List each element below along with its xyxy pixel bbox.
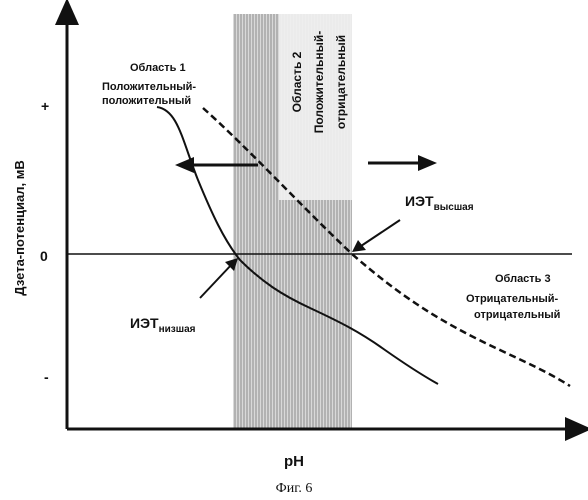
iep-high-pointer	[358, 220, 400, 248]
iep-high-label: ИЭТвысшая	[405, 193, 474, 213]
figure-caption: Фиг. 6	[276, 481, 313, 496]
iep-low-main: ИЭТ	[130, 315, 159, 331]
region-2-title: Область 2	[290, 51, 304, 112]
region-3-line1: Отрицательный-	[466, 293, 558, 305]
iep-low-pointer	[200, 263, 233, 298]
region-3-title: Область 3	[495, 273, 551, 285]
iep-low-sub: низшая	[159, 324, 196, 335]
y-zero-label: 0	[40, 248, 48, 264]
y-minus-label: -	[44, 369, 49, 385]
region-2-line1: Положительный-	[312, 31, 326, 134]
region-1-line2: положительный	[102, 95, 191, 107]
left-arrow-icon	[175, 157, 194, 173]
region-1-line1: Положительный-	[102, 81, 196, 93]
region-3-line2: отрицательный	[474, 309, 560, 321]
iep-low-label: ИЭТнизшая	[130, 315, 196, 335]
y-plus-label: +	[41, 98, 49, 114]
iep-high-main: ИЭТ	[405, 193, 434, 209]
iep-high-arrowhead-icon	[352, 240, 366, 252]
region-1-title: Область 1	[130, 62, 186, 74]
region-2-line2: отрицательный	[334, 35, 348, 129]
y-axis-label: Дзета-потенциал, мВ	[12, 160, 27, 295]
x-axis-label: pH	[284, 453, 304, 470]
right-arrow-icon	[418, 155, 437, 171]
iep-high-sub: высшая	[434, 202, 474, 213]
